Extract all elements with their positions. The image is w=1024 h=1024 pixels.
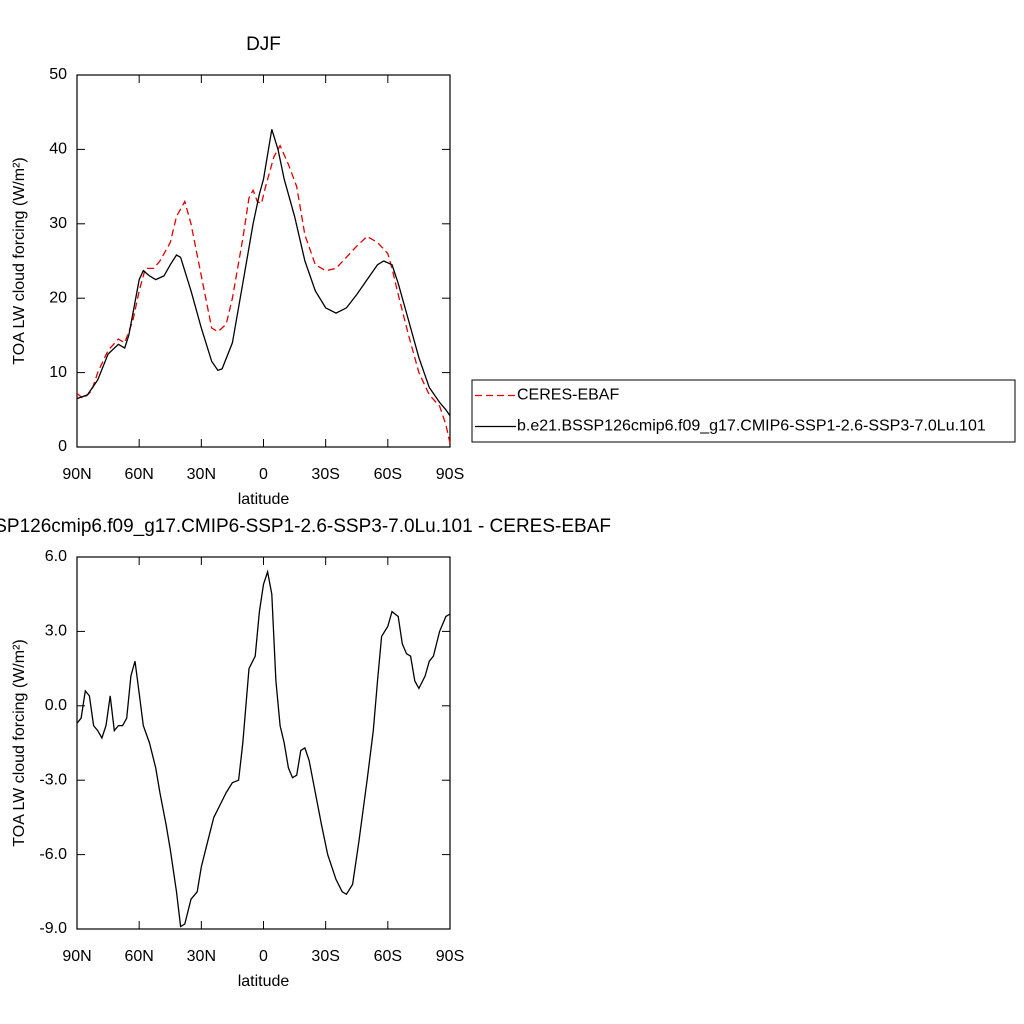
x-tick-label: 30N [187,466,216,483]
y-axis-label: TOA LW cloud forcing (W/m²) [11,157,28,364]
x-axis-label: latitude [238,491,290,508]
y-axis-label: TOA LW cloud forcing (W/m²) [11,639,28,846]
legend-label: b.e21.BSSP126cmip6.f09_g17.CMIP6-SSP1-2.… [517,418,986,435]
legend-box [471,379,1016,443]
x-tick-label: 90N [62,948,91,965]
chart-title: DJF [246,34,281,55]
y-tick-label: -9.0 [39,920,67,937]
y-tick-label: 20 [49,289,67,306]
data-line [76,144,451,444]
x-tick-label: 30S [311,466,339,483]
x-tick-label: 90S [436,948,464,965]
x-tick-label: 60S [374,948,402,965]
x-tick-label: 0 [259,948,268,965]
data-line [76,569,451,928]
chart-title: b.e21.BSSP126cmip6.f09_g17.CMIP6-SSP1-2.… [0,516,611,537]
x-tick-label: 90N [62,466,91,483]
x-tick-label: 0 [259,466,268,483]
x-tick-label: 30N [187,948,216,965]
y-tick-label: 0.0 [45,697,67,714]
y-tick-label: 50 [49,66,67,83]
x-tick-label: 60N [124,466,153,483]
y-tick-label: 6.0 [45,548,67,565]
plot-frame [76,556,451,930]
x-tick-label: 30S [311,948,339,965]
y-tick-label: 30 [49,215,67,232]
legend-label: CERES-EBAF [517,387,619,404]
x-tick-label: 60S [374,466,402,483]
x-tick-label: 90S [436,466,464,483]
y-tick-label: -6.0 [39,846,67,863]
x-tick-label: 60N [124,948,153,965]
y-tick-label: 40 [49,141,67,158]
y-tick-label: -3.0 [39,771,67,788]
x-axis-label: latitude [238,973,290,990]
plot-frame [76,74,451,448]
data-line [76,129,451,417]
y-tick-label: 0 [58,438,67,455]
y-tick-label: 3.0 [45,623,67,640]
y-tick-label: 10 [49,364,67,381]
